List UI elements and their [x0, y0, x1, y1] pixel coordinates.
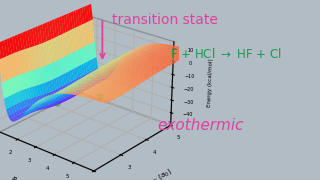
- Text: exothermic: exothermic: [157, 118, 243, 134]
- Text: transition state: transition state: [112, 13, 218, 27]
- Y-axis label: $R_{HCl}$ $(a_0)$: $R_{HCl}$ $(a_0)$: [143, 166, 174, 180]
- X-axis label: $R_{HF}$ $(a_0)$: $R_{HF}$ $(a_0)$: [9, 174, 39, 180]
- Text: F + HCl $\rightarrow$ HF + Cl: F + HCl $\rightarrow$ HF + Cl: [170, 47, 281, 61]
